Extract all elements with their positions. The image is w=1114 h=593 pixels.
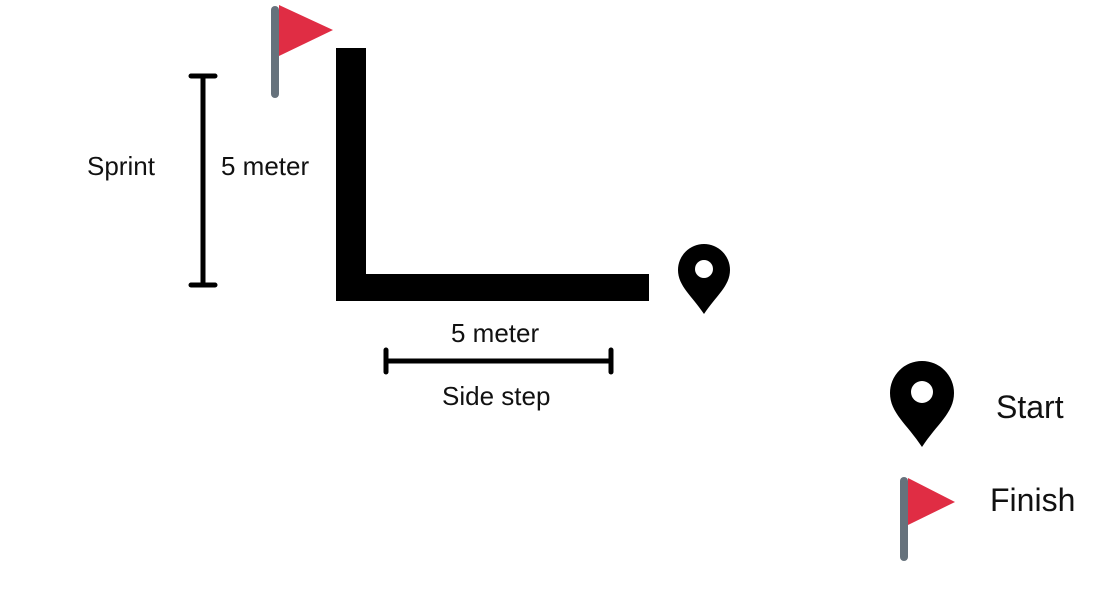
vertical-activity-label: Sprint	[87, 151, 155, 181]
horizontal-distance-label: 5 meter	[451, 318, 540, 348]
horizontal-dimension-bar	[383, 347, 614, 375]
vertical-dimension-bar	[188, 73, 218, 288]
legend-finish-icon	[900, 477, 955, 561]
finish-flag-icon	[271, 5, 333, 98]
horizontal-activity-label: Side step	[442, 381, 551, 411]
legend-start-label: Start	[996, 389, 1064, 425]
course-path-horizontal	[336, 274, 649, 301]
legend-finish-label: Finish	[990, 482, 1076, 518]
course-path-vertical	[336, 48, 366, 301]
vertical-distance-label: 5 meter	[221, 151, 310, 181]
legend-start-icon	[890, 361, 954, 447]
start-marker-icon	[678, 244, 730, 314]
